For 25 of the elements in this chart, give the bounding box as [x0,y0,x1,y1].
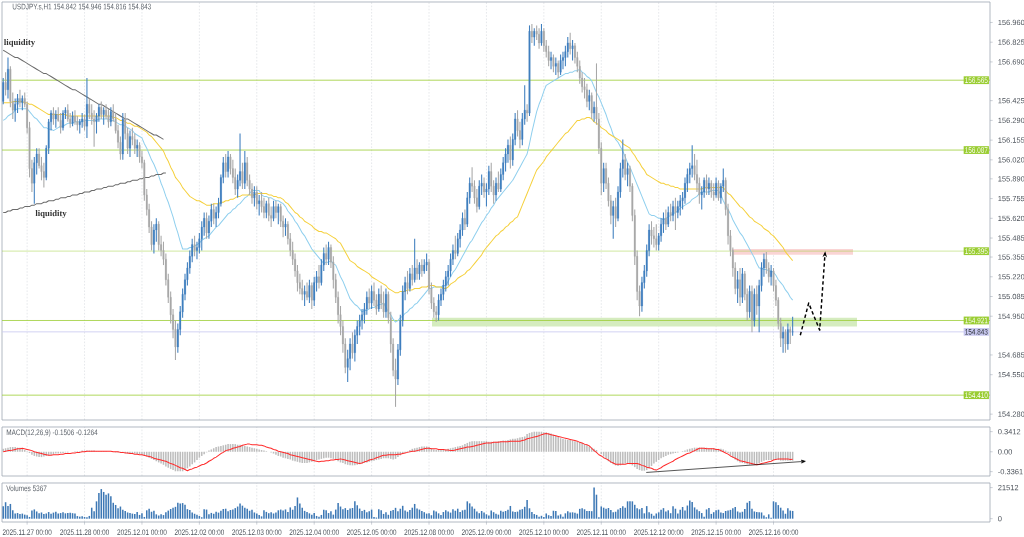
x-tick-label: 2025.12.15 00:00 [691,529,741,536]
x-tick-label: 2025.11.27 00:00 [2,529,52,536]
x-tick-label: 2025.12.12 00:00 [634,529,684,536]
chart-title: Volumes 5367 [6,485,47,492]
chart-title: USDJPY.s,H1 154.842 154.946 154.816 154.843 [12,3,151,11]
x-tick-label: 2025.12.10 00:00 [519,529,569,536]
x-tick-label: 2025.12.09 00:00 [461,529,512,536]
ref-line-label: 156.087 [965,147,988,153]
x-tick-label: 2025.12.02 00:00 [174,529,225,536]
x-tick-label: 2025.12.05 00:00 [347,529,397,536]
x-tick-label: 2025.12.08 00:00 [404,529,454,536]
x-tick-label: 2025.12.11 00:00 [576,529,626,536]
x-tick-label: 2025.12.04 00:00 [289,529,339,536]
ref-line-label: 154.410 [965,392,988,398]
ref-line-label: 155.395 [965,248,988,255]
x-tick-label: 2025.11.28 00:00 [60,529,109,536]
x-tick-label: 2025.12.03 00:00 [232,529,282,536]
chart-title: MACD(12,26,9) -0.1506 -0.1264 [6,429,98,437]
annotation: liquidity [35,210,67,218]
ref-line-label: 154.843 [965,329,988,335]
ref-line-label: 154.921 [965,317,988,324]
annotation: liquidity [4,38,36,47]
ref-line-label: 156.565 [965,77,988,84]
x-tick-label: 2025.12.01 00:00 [117,529,167,536]
x-tick-label: 2025.12.16 00:00 [748,529,799,536]
